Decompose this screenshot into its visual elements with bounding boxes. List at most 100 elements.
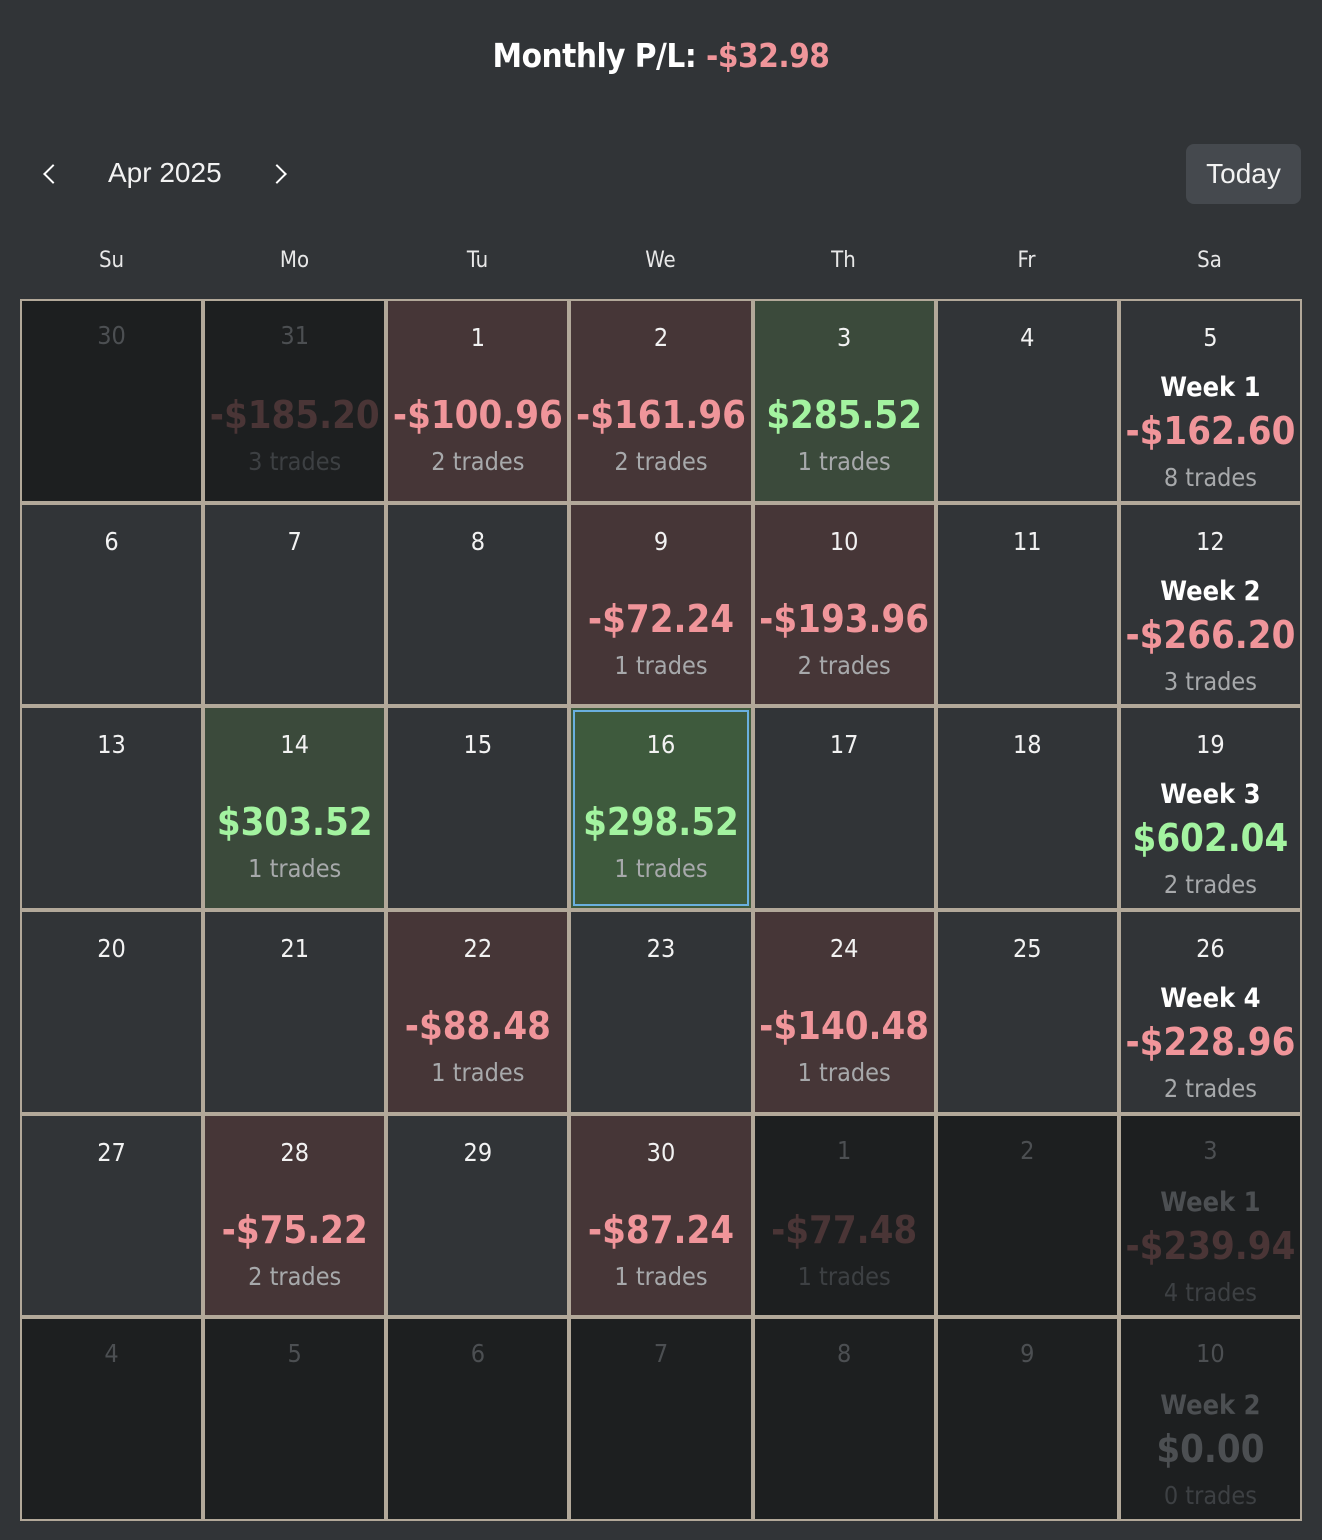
day-cell[interactable]: 13 (22, 708, 202, 908)
day-number: 12 (1196, 526, 1225, 556)
week-pnl: -$239.94 (1125, 1223, 1296, 1268)
day-cell[interactable]: 16 $298.52 1 trades (571, 708, 751, 908)
week-summary-cell[interactable]: 19 Week 3 $602.04 2 trades (1120, 708, 1300, 908)
week-trade-count: 3 trades (1163, 666, 1257, 696)
day-number: 6 (470, 1339, 485, 1369)
week-trade-count: 8 trades (1163, 463, 1257, 492)
day-cell[interactable]: 9 -$72.24 1 trades (571, 504, 751, 705)
calendar-grid: 30 31 -$185.20 3 trades 1 -$100.96 2 trades 2 -$… (20, 299, 1302, 1521)
day-trade-count: 1 trades (248, 854, 342, 884)
day-number: 19 (1196, 730, 1225, 760)
week-summary-cell[interactable]: 5 Week 1 -$162.60 8 trades (1120, 301, 1300, 501)
day-cell[interactable]: 21 (205, 912, 385, 1112)
day-number: 15 (463, 730, 493, 760)
day-cell[interactable]: 7 (571, 1319, 751, 1519)
day-trade-count: 2 trades (797, 650, 891, 680)
day-pnl: -$140.48 (759, 1004, 930, 1048)
day-number: 9 (1020, 1339, 1035, 1369)
day-number: 23 (646, 934, 676, 963)
day-number: 28 (280, 1137, 310, 1167)
day-cell[interactable]: 28 -$75.22 2 trades (205, 1115, 385, 1316)
day-cell[interactable]: 17 (754, 708, 934, 908)
day-cell[interactable]: 10 -$193.96 2 trades (754, 504, 934, 705)
week-summary-cell[interactable]: 12 Week 2 -$266.20 3 trades (1120, 504, 1300, 705)
day-number: 8 (836, 1339, 852, 1369)
day-cell[interactable]: 22 -$88.48 1 trades (388, 912, 568, 1112)
day-trade-count: 1 trades (431, 1058, 525, 1087)
day-pnl: -$100.96 (392, 393, 563, 437)
day-cell[interactable]: 2 -$161.96 2 trades (571, 301, 751, 501)
day-cell[interactable]: 8 (754, 1319, 934, 1519)
day-number: 27 (97, 1137, 126, 1167)
prev-month-button[interactable] (28, 152, 72, 196)
day-pnl: -$75.22 (221, 1207, 368, 1252)
week-label: Week 2 (1160, 1390, 1261, 1422)
day-cell[interactable]: 14 $303.52 1 trades (205, 708, 385, 908)
day-cell[interactable]: 3 $285.52 1 trades (754, 301, 934, 501)
day-number: 17 (829, 730, 859, 760)
day-cell[interactable]: 4 (22, 1319, 202, 1519)
day-number: 1 (470, 323, 485, 352)
day-cell[interactable]: 30 -$87.24 1 trades (571, 1115, 751, 1316)
day-trade-count: 1 trades (797, 447, 891, 476)
day-number: 9 (653, 526, 669, 556)
day-trade-count: 2 trades (614, 447, 708, 476)
day-cell[interactable]: 23 (571, 912, 751, 1112)
day-cell[interactable]: 8 (388, 504, 568, 705)
day-trade-count: 1 trades (614, 1261, 708, 1291)
weekday-mo: Mo (279, 248, 310, 273)
day-cell[interactable]: 1 -$100.96 2 trades (388, 301, 568, 501)
day-cell[interactable]: 11 (937, 504, 1117, 705)
day-number: 1 (836, 1135, 852, 1165)
chevron-right-icon (267, 164, 287, 184)
week-trade-count: 4 trades (1163, 1277, 1257, 1307)
day-number: 6 (104, 526, 119, 556)
day-number: 2 (653, 323, 669, 352)
day-cell[interactable]: 1 -$77.48 1 trades (754, 1115, 934, 1316)
day-pnl: -$193.96 (759, 596, 930, 641)
week-pnl: $0.00 (1156, 1427, 1265, 1472)
day-cell[interactable]: 20 (22, 912, 202, 1112)
week-summary-cell[interactable]: 10 Week 2 $0.00 0 trades (1120, 1319, 1300, 1519)
day-cell[interactable]: 6 (388, 1319, 568, 1519)
week-summary-cell[interactable]: 3 Week 1 -$239.94 4 trades (1120, 1115, 1300, 1316)
day-number: 4 (1020, 323, 1035, 352)
weekday-su: Su (98, 248, 125, 273)
day-cell[interactable]: 31 -$185.20 3 trades (205, 301, 385, 501)
day-number: 10 (1196, 1339, 1225, 1369)
monthly-pl-value: -$32.98 (706, 36, 830, 75)
day-cell[interactable]: 9 (937, 1319, 1117, 1519)
day-trade-count: 1 trades (614, 650, 708, 680)
week-summary-cell[interactable]: 26 Week 4 -$228.96 2 trades (1120, 912, 1300, 1112)
day-cell[interactable]: 15 (388, 708, 568, 908)
day-cell[interactable]: 4 (937, 301, 1117, 501)
weekday-we: We (645, 248, 676, 273)
weekday-th: Th (831, 248, 856, 273)
day-cell[interactable]: 29 (388, 1115, 568, 1316)
day-cell[interactable]: 6 (22, 504, 202, 705)
monthly-pl-label: Monthly P/L: (492, 36, 697, 75)
day-number: 7 (287, 526, 302, 556)
day-pnl: $298.52 (583, 800, 739, 845)
day-cell[interactable]: 30 (22, 301, 202, 501)
day-number: 4 (104, 1339, 119, 1369)
day-cell[interactable]: 25 (937, 912, 1117, 1112)
day-number: 14 (280, 730, 310, 760)
day-number: 10 (829, 526, 859, 556)
day-number: 7 (653, 1339, 669, 1369)
day-pnl: -$161.96 (576, 393, 746, 437)
day-trade-count: 1 trades (797, 1058, 891, 1087)
day-cell[interactable]: 18 (937, 708, 1117, 908)
today-button[interactable]: Today (1186, 144, 1301, 204)
week-label: Week 1 (1160, 372, 1261, 403)
day-cell[interactable]: 24 -$140.48 1 trades (754, 912, 934, 1112)
day-cell[interactable]: 2 (937, 1115, 1117, 1316)
day-number: 25 (1012, 934, 1042, 963)
day-cell[interactable]: 27 (22, 1115, 202, 1316)
day-number: 8 (470, 526, 485, 556)
day-cell[interactable]: 7 (205, 504, 385, 705)
day-cell[interactable]: 5 (205, 1319, 385, 1519)
next-month-button[interactable] (258, 152, 302, 196)
week-label: Week 4 (1160, 983, 1261, 1014)
week-pnl: -$228.96 (1125, 1020, 1296, 1064)
